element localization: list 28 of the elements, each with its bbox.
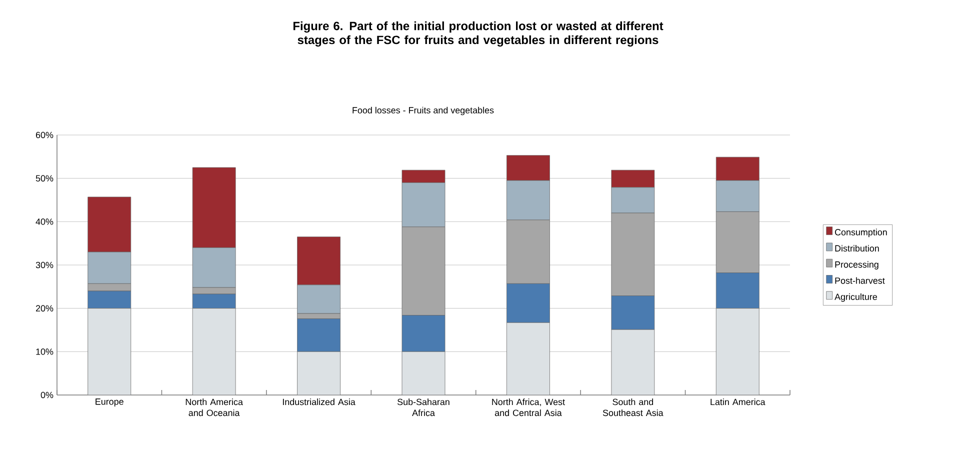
bar bbox=[402, 351, 446, 395]
y-tick-label: 0% bbox=[40, 392, 54, 398]
chart-title: Figure 6. Part of the initial production lost or wasted at different stages of the FSC for fruits and vegetables in different regions bbox=[293, 21, 664, 47]
x-tick-label: South and Southeast Asia bbox=[602, 398, 664, 416]
y-tick-label: 10% bbox=[36, 348, 54, 355]
chart-subtitle: Food losses - Fruits and vegetables bbox=[352, 106, 494, 116]
legend-label: Agriculture bbox=[834, 293, 877, 302]
x-tick-label: North Africa, West and Central Asia bbox=[492, 398, 565, 416]
y-tick-label: 40% bbox=[36, 218, 54, 225]
bar bbox=[297, 351, 340, 395]
legend-label: Distribution bbox=[835, 244, 879, 252]
bar bbox=[88, 308, 132, 395]
y-tick-label: 20% bbox=[36, 305, 54, 312]
bar bbox=[716, 308, 760, 395]
x-tick-label: Industrialized Asia bbox=[282, 398, 356, 406]
bar bbox=[611, 329, 655, 395]
y-tick-label: 50% bbox=[36, 175, 54, 182]
bar bbox=[506, 322, 550, 395]
y-tick-label: 60% bbox=[36, 132, 54, 138]
bar bbox=[192, 308, 236, 395]
legend-label: Consumption bbox=[834, 228, 887, 238]
x-tick-label: Europe bbox=[96, 398, 124, 407]
legend-label: Processing bbox=[835, 261, 878, 270]
x-tick-label: North America and Oceania bbox=[186, 398, 243, 416]
legend-label: Post-harvest bbox=[835, 277, 885, 284]
y-tick-label: 30% bbox=[36, 262, 54, 268]
x-tick-label: Sub-Saharan Africa bbox=[397, 398, 450, 416]
x-tick-label: Latin America bbox=[710, 398, 766, 406]
